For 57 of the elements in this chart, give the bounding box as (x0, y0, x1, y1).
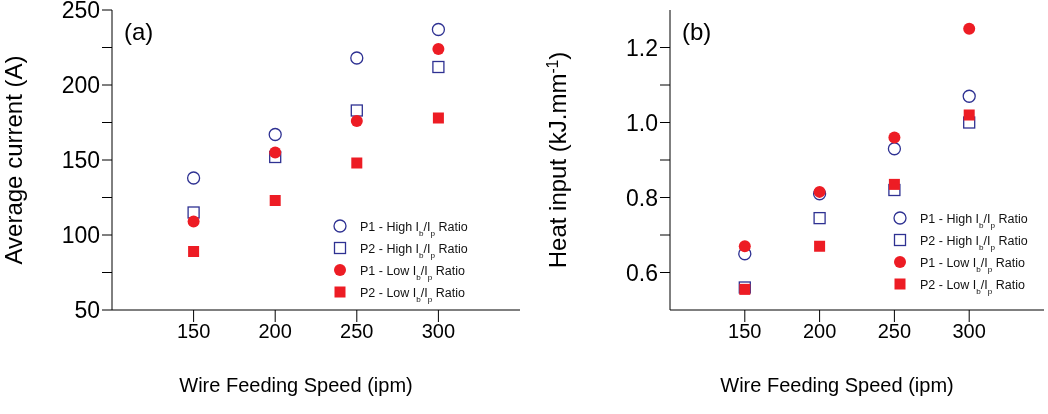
point (963, 109, 975, 121)
point (431, 22, 446, 37)
point (269, 146, 282, 159)
point (188, 246, 200, 257)
legend-label: P2 - High I$_{b}$/I$_{p}$ Ratio (360, 242, 468, 260)
legend-label: P2 - Low I$_{b}$/I$_{p}$ Ratio (360, 286, 465, 304)
point (350, 115, 363, 127)
point (738, 247, 752, 261)
point (888, 131, 901, 144)
annotation: (b) (682, 18, 712, 45)
y-tick-label: 100 (61, 222, 100, 249)
point (432, 60, 445, 74)
legend-label: P1 - High I$_{b}$/I$_{p}$ Ratio (360, 220, 468, 238)
legend-label: P2 - High I$_{b}$/I$_{p}$ Ratio (920, 234, 1028, 252)
point (814, 240, 826, 252)
x-tick-label: 300 (952, 320, 986, 343)
point (350, 104, 363, 117)
y-axis-title: Average current (A) (0, 55, 27, 265)
legend-label: P2 - Low I$_{b}$/I$_{p}$ Ratio (920, 278, 1025, 296)
x-tick-label: 150 (728, 320, 762, 343)
point (269, 195, 281, 206)
point (432, 43, 445, 55)
y-tick-label: 0.6 (626, 259, 658, 286)
y-tick-label: 200 (61, 72, 100, 99)
point (963, 116, 976, 129)
y-tick-label: 1.2 (626, 34, 658, 61)
x-tick-label: 200 (258, 320, 292, 343)
point (888, 183, 901, 197)
point (432, 112, 444, 124)
y-tick-label: 1.0 (626, 109, 658, 136)
x-tick-label: 250 (877, 320, 912, 343)
legend-label: P1 - Low I$_{b}$/I$_{p}$ Ratio (360, 264, 465, 282)
y-tick-label: 0.8 (626, 184, 658, 211)
y-tick-label: 50 (74, 297, 100, 324)
point (888, 178, 900, 190)
x-axis-title: Wire Feeding Speed (ipm) (720, 374, 954, 396)
x-tick-label: 150 (176, 320, 211, 343)
x-tick-label: 200 (802, 320, 837, 343)
point (350, 51, 364, 65)
point (962, 89, 976, 103)
legend-label: P1 - Low I$_{b}$/I$_{p}$ Ratio (920, 256, 1025, 274)
point (738, 240, 751, 253)
point (887, 142, 902, 156)
point (187, 206, 200, 219)
point (187, 215, 200, 228)
legend-label: P1 - High I$_{b}$/I$_{p}$ Ratio (920, 212, 1028, 230)
x-axis-title: Wire Feeding Speed (ipm) (179, 374, 413, 396)
y-tick-label: 250 (61, 0, 100, 24)
y-tick-label: 150 (61, 147, 100, 174)
point (963, 22, 976, 35)
x-tick-label: 250 (340, 320, 374, 343)
annotation: (a) (124, 18, 154, 45)
point (813, 211, 826, 225)
point (268, 127, 282, 142)
x-tick-label: 300 (421, 320, 456, 343)
point (351, 157, 363, 169)
point (186, 171, 201, 185)
